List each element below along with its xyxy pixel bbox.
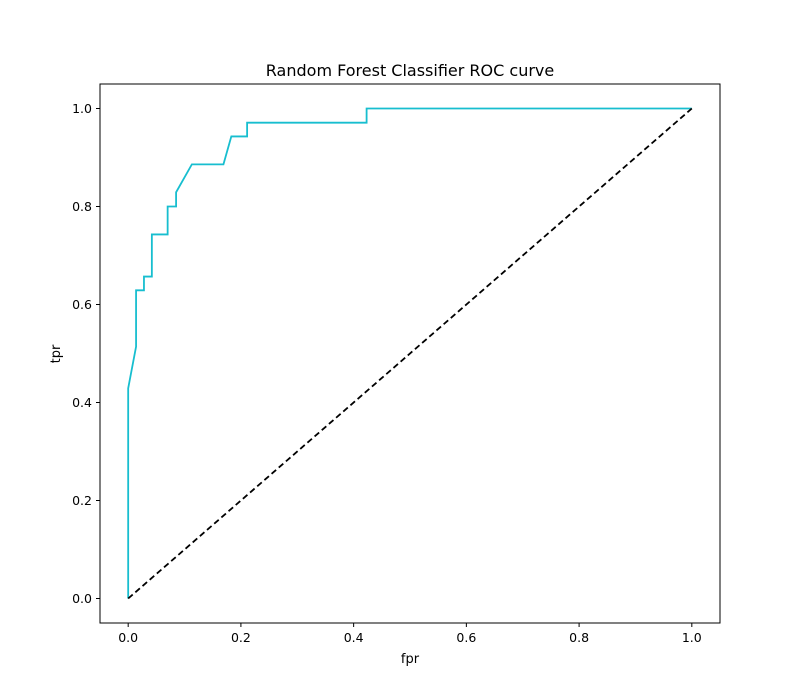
y-tick-label: 0.0: [72, 591, 92, 606]
chart-title: Random Forest Classifier ROC curve: [266, 61, 554, 80]
plot-area: [127, 107, 693, 600]
x-tick-label: 0.2: [231, 630, 251, 645]
plot-frame: [99, 83, 721, 624]
x-tick-label: 0.0: [118, 630, 138, 645]
x-axis-label: fpr: [401, 652, 420, 667]
x-tick-label: 0.6: [456, 630, 476, 645]
chance-diagonal-line: [127, 107, 693, 600]
y-tick-label: 1.0: [72, 101, 92, 116]
y-tick-label: 0.2: [72, 493, 92, 508]
x-axis-ticks: 0.0 0.2 0.4 0.6 0.8 1.0: [118, 623, 702, 645]
x-tick-label: 1.0: [682, 630, 702, 645]
roc-curve-line: [127, 107, 692, 599]
y-axis-ticks: 0.0 0.2 0.4 0.6 0.8 1.0: [72, 101, 100, 606]
x-tick-label: 0.8: [569, 630, 589, 645]
y-tick-label: 0.4: [72, 395, 92, 410]
y-tick-label: 0.6: [72, 297, 92, 312]
y-axis-label: tpr: [49, 344, 64, 363]
y-tick-label: 0.8: [72, 199, 92, 214]
x-tick-label: 0.4: [344, 630, 364, 645]
